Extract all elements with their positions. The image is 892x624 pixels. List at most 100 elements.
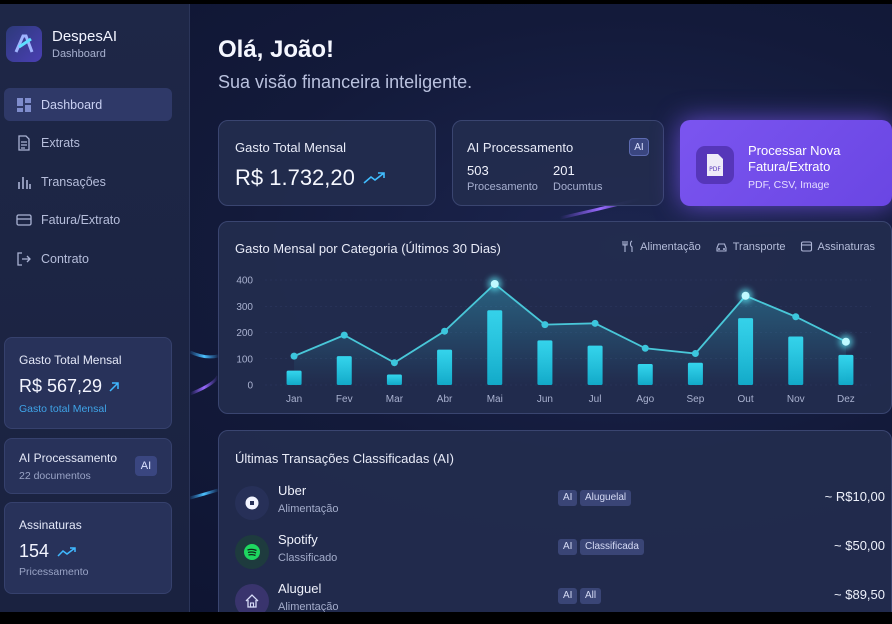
chart-point — [441, 327, 449, 335]
chart-point — [390, 359, 398, 367]
category-tag: Aluguelal — [580, 490, 632, 506]
process-invoice-button[interactable]: PDF Processar Nova Fatura/Extrato PDF, C… — [680, 120, 892, 206]
transaction-amount: ~ $89,50 — [834, 587, 885, 602]
transaction-amount: ~ $50,00 — [834, 538, 885, 553]
x-tick-label: Nov — [787, 394, 805, 405]
legend-item-alimentacao[interactable]: Alimentação — [622, 240, 701, 253]
sidebar-card-sub: 22 documentos — [19, 470, 91, 482]
transaction-category: Alimentação — [278, 503, 339, 515]
chart-plot: 0 100 200 300 400 Jan Fev Mar Abr Mai Jun Jul Ago Sep… — [236, 276, 871, 405]
page-subtitle: Sua visão financeira inteligente. — [218, 72, 473, 92]
sidebar-card-monthly[interactable]: Gasto Total Mensal R$ 567,29 Gasto total… — [4, 337, 172, 429]
transaction-category: Alimentação — [278, 601, 339, 612]
x-tick-label: Mai — [487, 394, 503, 405]
chart-point — [290, 352, 298, 360]
transactions-card: Últimas Transações Classificadas (AI) Ub… — [218, 430, 892, 612]
brand[interactable]: DespesAI Dashboard — [6, 26, 117, 62]
sidebar-item-label: Transações — [41, 174, 106, 189]
legend-item-transporte[interactable]: Transporte — [715, 240, 786, 253]
sidebar-item-label: Dashboard — [41, 97, 103, 112]
transactions-title: Últimas Transações Classificadas (AI) — [235, 451, 454, 466]
chart-point — [490, 279, 499, 288]
sidebar-item-dashboard[interactable]: Dashboard — [4, 88, 172, 121]
subscription-icon — [800, 241, 812, 252]
sidebar-card-subscriptions[interactable]: Assinaturas 154 Pricessamento — [4, 502, 172, 594]
x-tick-label: Sep — [687, 394, 705, 405]
chart-area — [294, 283, 846, 385]
stat-card-title: Gasto Total Mensal — [235, 140, 347, 155]
legend-label: Alimentação — [640, 240, 701, 253]
table-row[interactable]: Uber Alimentação AI Aluguelal ~ R$10,00 — [235, 483, 885, 527]
logo-icon — [6, 26, 42, 62]
ai-tag: AI — [558, 490, 578, 506]
sidebar-item-transacoes[interactable]: Transações — [4, 165, 172, 198]
y-tick-label: 200 — [236, 328, 253, 339]
y-tick-label: 0 — [247, 381, 253, 392]
legend-label: Transporte — [732, 240, 786, 253]
stat-card-title: AI Processamento — [467, 140, 574, 155]
sidebar-card-sub: Gasto total Mensal — [19, 403, 107, 415]
sidebar-item-label: Fatura/Extrato — [41, 213, 121, 227]
ai-count-documents-label: Documtus — [553, 181, 603, 193]
ai-count-processed-label: Procesamento — [467, 181, 538, 193]
chart-point — [340, 331, 348, 339]
x-tick-label: Dez — [837, 394, 855, 405]
chart-point — [541, 321, 549, 329]
y-tick-label: 400 — [236, 276, 253, 287]
x-tick-label: Jan — [286, 394, 302, 405]
category-tag: All — [580, 588, 602, 604]
house-icon — [235, 584, 269, 612]
sidebar-nav: Dashboard Extrats Transações Fatura/Extr… — [4, 88, 172, 281]
transaction-amount: ~ R$10,00 — [824, 489, 885, 504]
chart-point — [741, 291, 750, 300]
sidebar-item-fatura[interactable]: Fatura/Extrato — [4, 204, 172, 237]
sidebar-card-sub: Pricessamento — [19, 566, 89, 578]
table-row[interactable]: Aluguel Alimentação AI All ~ $89,50 — [235, 581, 885, 612]
legend-item-assinaturas[interactable]: Assinaturas — [800, 240, 875, 253]
y-tick-label: 100 — [236, 354, 253, 365]
bar-chart-icon — [18, 176, 31, 189]
category-tag: Classificada — [580, 539, 644, 555]
app-window: DespesAI Dashboard Dashboard Extrats Tra… — [0, 4, 892, 612]
transaction-name: Uber — [278, 483, 307, 498]
ai-badge: AI — [629, 138, 649, 156]
table-row[interactable]: Spotify Classificado AI Classificada ~ $… — [235, 532, 885, 576]
sidebar-card-ai[interactable]: AI Processamento 22 documentos AI — [4, 438, 172, 494]
spotify-icon — [235, 535, 269, 569]
sidebar-item-extrats[interactable]: Extrats — [4, 127, 172, 160]
sidebar-card-title: AI Processamento — [19, 451, 118, 465]
page-title: Olá, João! — [218, 36, 335, 63]
stat-card-ai[interactable]: AI Processamento AI 503 Procesamento 201… — [452, 120, 664, 206]
card-icon — [16, 214, 32, 226]
y-tick-label: 300 — [236, 302, 253, 313]
document-icon — [18, 135, 30, 151]
x-tick-label: Mar — [386, 394, 404, 405]
ai-tag: AI — [558, 539, 578, 555]
svg-text:PDF: PDF — [709, 166, 721, 173]
chart-title: Gasto Mensal por Categoria (Últimos 30 D… — [235, 241, 501, 256]
trend-up-icon — [109, 381, 119, 392]
chart-point — [691, 350, 699, 357]
ai-badge: AI — [135, 456, 157, 476]
cta-title: Processar Nova Fatura/Extrato — [748, 143, 841, 174]
sidebar-card-value: 154 — [19, 541, 50, 561]
pdf-file-icon: PDF — [696, 146, 734, 184]
sidebar-card-title: Assinaturas — [19, 518, 82, 532]
chart-point — [591, 319, 599, 327]
chart-point — [641, 344, 649, 352]
brand-name: DespesAI — [52, 28, 118, 45]
ai-count-documents: 201 — [553, 163, 575, 178]
brand-subtitle: Dashboard — [52, 48, 106, 60]
dashboard-icon — [17, 97, 31, 112]
chart-card: Gasto Mensal por Categoria (Últimos 30 D… — [218, 221, 892, 414]
transaction-name: Spotify — [278, 532, 318, 547]
sidebar-card-title: Gasto Total Mensal — [19, 353, 122, 367]
chart-line — [293, 282, 847, 364]
car-icon — [716, 243, 727, 252]
uber-icon — [235, 486, 269, 520]
x-tick-label: Abr — [437, 394, 453, 405]
trend-up-icon — [57, 546, 76, 557]
stat-card-monthly[interactable]: Gasto Total Mensal R$ 1.732,20 — [218, 120, 436, 206]
cta-subtitle: PDF, CSV, Image — [748, 179, 830, 191]
sidebar-item-contrato[interactable]: Contrato — [4, 242, 172, 275]
